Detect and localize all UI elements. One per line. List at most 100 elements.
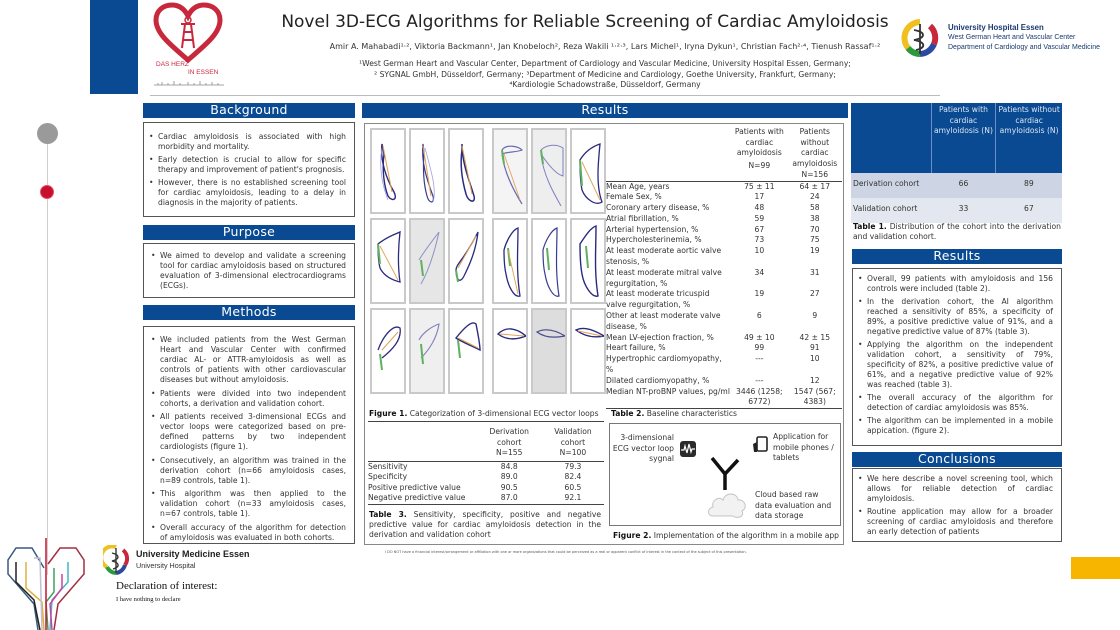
table-row: At least moderate aortic valve stenosis,…: [606, 246, 820, 267]
vector-loop-image: [492, 308, 528, 394]
background-header: Background: [143, 103, 355, 118]
table-3: Derivation cohort N=155 Validation cohor…: [368, 421, 604, 505]
methods-item: Patients were divided into two independe…: [150, 389, 346, 409]
table-2: Patients with cardiac amyloidosis N=99 P…: [606, 127, 842, 409]
table-row: Arterial hypertension, % 67 70: [606, 224, 820, 234]
conflict-of-interest-note: I DO NOT have a financial interest/arran…: [385, 550, 747, 554]
skyline-icon: [154, 81, 224, 86]
methods-item: This algorithm was then applied to the v…: [150, 489, 346, 519]
table-row: Derivation cohort 66 89: [851, 173, 1062, 198]
background-item: However, there is no established screeni…: [148, 178, 346, 208]
affiliations: ¹West German Heart and Vascular Center, …: [300, 59, 910, 91]
table-row: Median NT-proBNP values, pg/ml 3446 (1258…: [606, 387, 842, 409]
university-medicine-logo-icon: [103, 545, 129, 575]
purpose-item: We aimed to develop and validate a scree…: [150, 251, 346, 291]
table-1: Patients with cardiac amyloidosis (N) Pa…: [851, 103, 1062, 223]
cloud-icon: [708, 493, 746, 518]
purpose-header: Purpose: [143, 225, 355, 240]
timeline-dot-red: [40, 185, 54, 199]
declaration-text: I have nothing to declare: [116, 596, 181, 603]
results-header: Results: [362, 103, 848, 118]
results-frame: [364, 123, 844, 545]
table-row: Negative predictive value 87.0 92.1: [368, 493, 604, 505]
yellow-accent-block: [1071, 557, 1120, 579]
vector-loop-image: [448, 308, 484, 394]
table-row: Hypercholesterinemia, % 73 75: [606, 235, 820, 245]
figure-1-label: Figure 1.: [369, 409, 408, 418]
table-row: Heart failure, % 99 91: [606, 343, 820, 353]
table-row: Other at least moderate valve disease, %…: [606, 311, 818, 331]
affiliation-line: ² SYGNAL GmbH, Düsseldorf, Germany; ³Dep…: [374, 69, 836, 79]
figure-1-text: Categorization of 3-dimensional ECG vect…: [407, 409, 599, 418]
table-row: At least moderate mitral valve regurgita…: [606, 267, 820, 288]
results-item: Overall, 99 patients with amyloidosis an…: [857, 274, 1053, 294]
t3-col-derivation: Derivation cohort N=155: [476, 422, 542, 462]
affiliation-line: ¹West German Heart and Vascular Center, …: [359, 59, 851, 68]
results-summary-header: Results: [852, 249, 1062, 264]
figure-1-caption: Figure 1. Categorization of 3-dimensiona…: [369, 409, 599, 418]
vector-loop-image: [370, 218, 406, 304]
table-row: Mean Age, years 75 ± 11 64 ± 17: [606, 181, 831, 191]
methods-item: Consecutively, an algorithm was trained …: [150, 456, 346, 486]
table-row: Hypertrophic cardiomyopathy, % --- 10: [606, 354, 820, 375]
purpose-box: We aimed to develop and validate a scree…: [143, 243, 355, 298]
methods-item: All patients received 3-dimensional ECGs…: [150, 412, 346, 452]
connector-y-icon: [710, 456, 740, 490]
vector-loop-image: [570, 128, 606, 214]
cloud-label: Cloud based raw data evaluation and data…: [755, 490, 832, 520]
poster-title: Novel 3D-ECG Algorithms for Reliable Scr…: [281, 12, 889, 32]
table-1-caption: Table 1. Distribution of the cohort into…: [853, 222, 1061, 241]
vector-loop-image: [370, 128, 406, 214]
table-row: Atrial fibrillation, % 59 38: [606, 213, 820, 223]
uhe-line2: West German Heart and Vascular Center: [948, 34, 1076, 41]
table-row: Female Sex, % 17 24: [606, 192, 820, 202]
table-row: Specificity 89.0 82.4: [368, 472, 582, 481]
t1-col-with: Patients with cardiac amyloidosis (N): [930, 103, 996, 173]
results-summary-box: Overall, 99 patients with amyloidosis an…: [852, 268, 1062, 446]
university-medicine-sub: University Hospital: [136, 561, 196, 570]
table-row: Validation cohort 33 67: [851, 198, 1062, 223]
ecg-wave-icon: [680, 441, 696, 457]
t1-col-without: Patients without cardiac amyloidosis (N): [995, 103, 1062, 173]
vector-loop-image: [531, 308, 567, 394]
vector-loop-image: [531, 128, 567, 214]
table-3-caption: Table 3. Sensitivity, specificity, posit…: [369, 510, 601, 539]
header-divider: [150, 95, 940, 96]
conclusions-item: We here describe a novel screening tool,…: [857, 474, 1053, 504]
methods-box: We included patients from the West Germa…: [143, 326, 355, 544]
authors: Amir A. Mahabadi¹·², Viktoria Backmann¹,…: [329, 42, 881, 51]
declaration-title: Declaration of interest:: [116, 580, 218, 592]
mobile-phone-icon: [753, 436, 768, 452]
ecg-signal-label: 3-dimensional ECG vector loop sygnal: [612, 433, 674, 463]
vector-loop-image: [570, 308, 606, 394]
conclusions-item: Routine application may allow for a broa…: [857, 507, 1053, 537]
table-2-caption: Table 2. Baseline characteristics: [611, 409, 737, 418]
uhe-line3: Department of Cardiology and Vascular Me…: [948, 44, 1101, 51]
heart-icon: [153, 2, 223, 64]
figure-2-caption: Figure 2. Implementation of the algorith…: [613, 531, 840, 540]
table-row: Coronary artery disease, % 48 58: [606, 203, 820, 213]
vector-loop-image: [409, 128, 445, 214]
university-medicine-name: University Medicine Essen: [136, 549, 250, 559]
results-item: The algorithm can be implemented in a mo…: [857, 416, 1053, 436]
conclusions-header: Conclusions: [852, 452, 1062, 467]
vector-loop-image: [492, 218, 528, 304]
das-herz-logo: DAS HERZ IN ESSEN: [142, 2, 232, 90]
methods-item: Overall accuracy of the algorithm for de…: [150, 523, 346, 543]
affiliation-line: ⁴Kardiologie Schadowstraße, Düsseldorf, …: [509, 80, 701, 89]
herz-text-1: DAS HERZ: [156, 61, 189, 68]
background-box: Cardiac amyloidosis is associated with h…: [143, 122, 355, 217]
t2-col-with: Patients with cardiac amyloidosis N=99: [734, 127, 784, 170]
timeline-line: [47, 135, 48, 575]
table-row: Mean LV-ejection fraction, % 49 ± 10 42 ± …: [606, 332, 831, 342]
conclusions-box: We here describe a novel screening tool,…: [852, 468, 1062, 542]
t3-col-validation: Validation cohort N=100: [541, 422, 604, 462]
results-item: In the derivation cohort, the AI algorit…: [857, 297, 1053, 337]
vector-loop-image: [370, 308, 406, 394]
uhe-name: University Hospital Essen: [948, 23, 1044, 32]
vector-loop-image: [570, 218, 606, 304]
background-item: Cardiac amyloidosis is associated with h…: [148, 132, 346, 152]
timeline-dot-gray: [37, 123, 58, 144]
methods-item: We included patients from the West Germa…: [150, 335, 346, 385]
vector-loop-image: [492, 128, 528, 214]
